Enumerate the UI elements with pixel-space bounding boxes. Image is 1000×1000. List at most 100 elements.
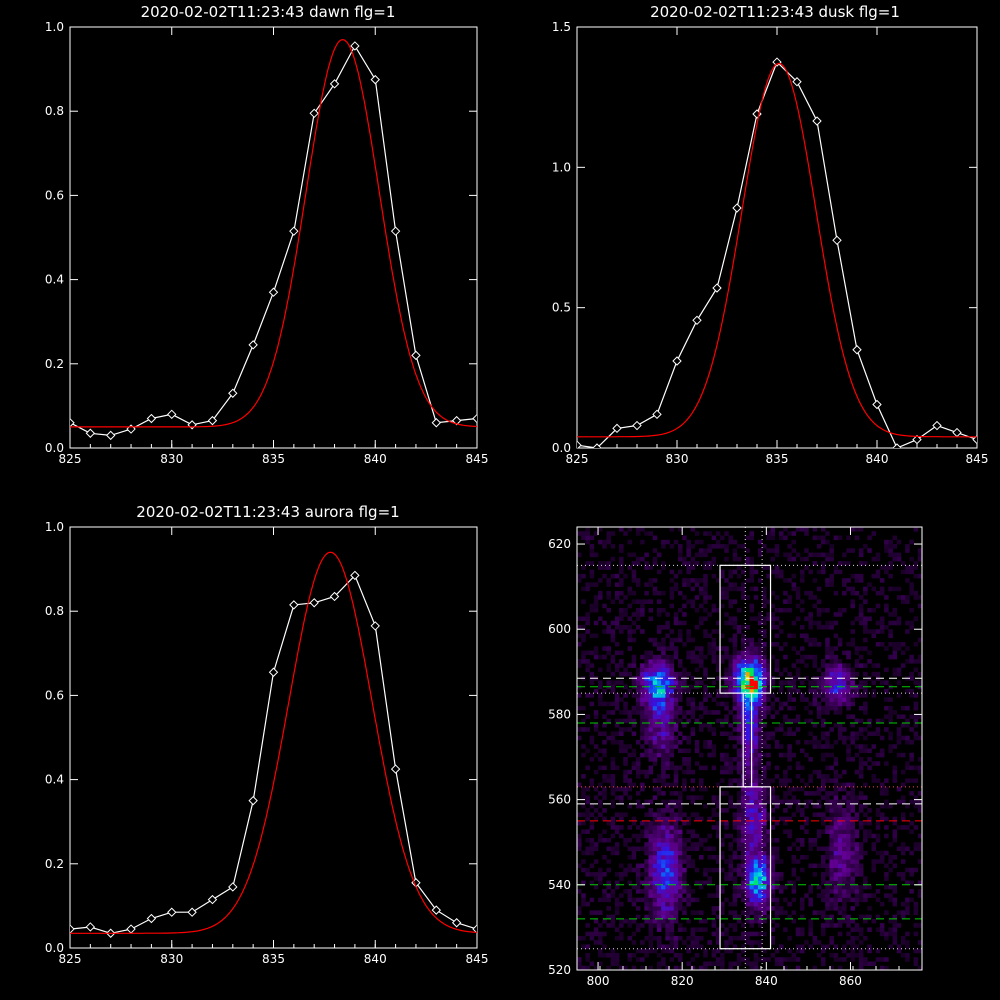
heatmap-cell	[770, 778, 776, 783]
heatmap-cell	[804, 739, 809, 745]
heatmap-cell	[837, 837, 843, 843]
heatmap-cell	[804, 663, 809, 668]
heatmap-cell	[665, 663, 670, 668]
heatmap-cell	[673, 778, 679, 783]
heatmap-cell	[846, 688, 851, 694]
heatmap-cell	[850, 701, 855, 707]
heatmap-cell	[631, 765, 637, 771]
heatmap-cell	[665, 676, 670, 681]
heatmap-cell	[728, 799, 733, 805]
heatmap-cell	[842, 880, 847, 886]
dusk-fit-curve	[577, 62, 977, 438]
heatmap-cell	[821, 944, 826, 949]
heatmap-cell	[795, 799, 801, 805]
heatmap-cell	[753, 846, 759, 852]
dusk-data-point	[672, 356, 682, 366]
heatmap-cell	[724, 791, 729, 796]
heatmap-cell	[736, 761, 742, 766]
heatmap-cell	[585, 535, 590, 541]
heatmap-cell	[623, 872, 628, 877]
heatmap-cell	[867, 722, 872, 728]
heatmap-cell	[610, 820, 616, 826]
heatmap-cell	[833, 671, 839, 677]
heatmap-cell	[757, 846, 763, 852]
heatmap-cell	[842, 863, 847, 869]
heatmap-cell	[757, 825, 763, 830]
heatmap-cell	[888, 842, 893, 847]
heatmap-cell	[606, 582, 611, 587]
heatmap-cell	[799, 569, 805, 575]
heatmap-cell	[661, 765, 666, 771]
heatmap-cell	[909, 752, 914, 758]
heatmap-cell	[791, 854, 797, 860]
heatmap-cell	[699, 816, 704, 822]
heatmap-cell	[589, 561, 595, 566]
heatmap-cell	[673, 863, 679, 869]
heatmap-cell	[884, 595, 889, 600]
heatmap-cell	[631, 629, 637, 634]
heatmap-cell	[598, 539, 603, 545]
heatmap-cell	[656, 952, 662, 958]
heatmap-cell	[703, 548, 708, 553]
heatmap-cell	[753, 867, 759, 873]
heatmap-cell	[703, 846, 708, 852]
heatmap-cell	[766, 599, 771, 604]
heatmap-cell	[842, 561, 847, 566]
heatmap-cell	[669, 637, 675, 643]
heatmap-cell	[854, 573, 860, 579]
heatmap-cell	[661, 910, 666, 915]
heatmap-cell	[711, 923, 717, 928]
heatmap-cell	[854, 731, 860, 737]
heatmap-cell	[799, 697, 805, 702]
heatmap-cell	[757, 863, 763, 869]
heatmap-cell	[623, 778, 628, 783]
heatmap-cell	[635, 697, 641, 702]
heatmap-cell	[745, 820, 750, 826]
heatmap-cell	[720, 820, 725, 826]
heatmap-cell	[766, 616, 771, 622]
heatmap-cell	[770, 889, 776, 894]
heatmap-cell	[762, 544, 767, 549]
heatmap-cell	[694, 561, 700, 566]
heatmap-cell	[707, 961, 712, 967]
heatmap-cell	[871, 833, 877, 839]
heatmap-cell	[867, 927, 872, 932]
heatmap-cell	[635, 688, 641, 694]
heatmap-cell	[778, 816, 784, 822]
heatmap-cell	[821, 744, 826, 749]
heatmap-cell	[661, 731, 666, 737]
heatmap-cell	[770, 620, 776, 626]
aurora-data-point	[431, 905, 442, 915]
heatmap-cell	[778, 607, 784, 613]
heatmap-cell	[648, 863, 654, 869]
heatmap-cell	[753, 714, 759, 719]
heatmap-cell	[757, 680, 763, 685]
heatmap-cell	[821, 889, 826, 894]
heatmap-cell	[821, 876, 826, 881]
heatmap-cell	[749, 872, 755, 877]
heatmap-cell	[783, 816, 788, 822]
heatmap-cell	[850, 782, 855, 788]
heatmap-cell	[577, 812, 582, 817]
heatmap-cell	[585, 965, 590, 970]
heatmap-cell	[850, 586, 855, 592]
heatmap-cell	[871, 961, 877, 967]
heatmap-cell	[766, 897, 771, 903]
heatmap-cell	[762, 714, 767, 719]
heatmap-cell	[879, 965, 885, 970]
heatmap-cell	[715, 659, 721, 664]
heatmap-cell	[593, 582, 599, 587]
heatmap-cell	[917, 859, 922, 864]
heatmap-cell	[665, 671, 670, 677]
heatmap-cell	[858, 914, 864, 920]
heatmap-cell	[913, 667, 919, 673]
heatmap-cell	[850, 697, 855, 702]
heatmap-cell	[673, 688, 679, 694]
heatmap-cell	[875, 727, 881, 732]
heatmap-cell	[909, 727, 914, 732]
heatmap-cell	[913, 901, 919, 907]
heatmap-cell	[837, 774, 843, 779]
heatmap-cell	[749, 944, 755, 949]
heatmap-cell	[661, 748, 666, 754]
heatmap-cell	[610, 889, 616, 894]
